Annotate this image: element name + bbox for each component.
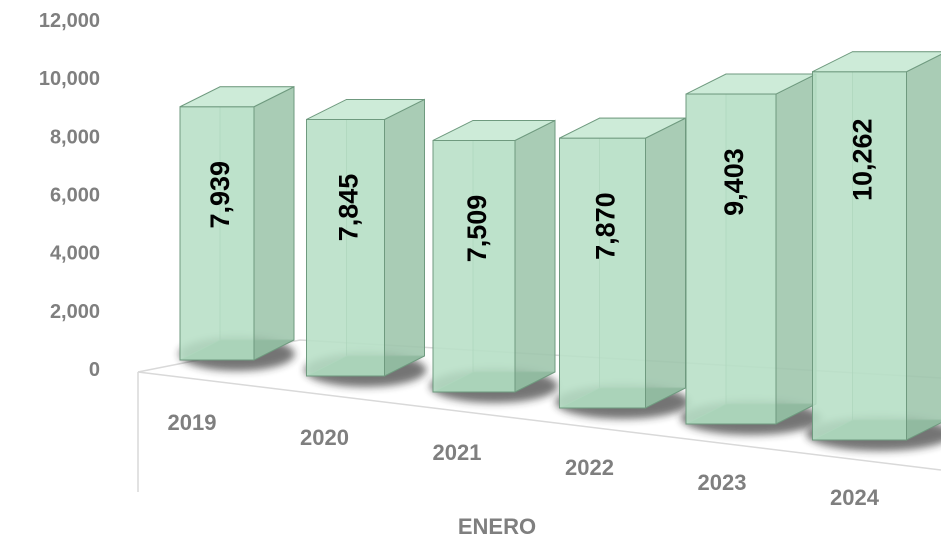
bar-top-face bbox=[812, 51, 941, 73]
x-tick-label: 2022 bbox=[565, 455, 614, 480]
bar-front-face bbox=[812, 71, 907, 441]
bar: 7,509 bbox=[430, 119, 558, 403]
bars: 7,939 7,845 7,509 7,870 9,403 10,262 bbox=[179, 51, 941, 451]
bar-value-label: 7,870 bbox=[591, 192, 621, 260]
bar-side-face bbox=[906, 53, 941, 441]
x-tick-label: 2023 bbox=[698, 470, 747, 495]
bar-value-label: 10,262 bbox=[848, 118, 878, 201]
bar-front-face bbox=[559, 137, 646, 409]
bar-top-face bbox=[432, 119, 556, 141]
bar: 7,845 bbox=[304, 98, 427, 387]
bar-value-label: 9,403 bbox=[719, 148, 749, 216]
y-tick-label: 6,000 bbox=[50, 185, 100, 207]
bar-front-face bbox=[306, 118, 385, 377]
x-axis-title: ENERO bbox=[458, 514, 536, 539]
y-tick-label: 2,000 bbox=[50, 301, 100, 323]
bar-side-face bbox=[253, 85, 295, 361]
x-tick-label: 2019 bbox=[168, 410, 217, 435]
bar-top-face bbox=[179, 86, 295, 108]
y-tick-label: 12,000 bbox=[39, 10, 100, 32]
bar: 9,403 bbox=[680, 73, 822, 435]
bar-side-face bbox=[775, 73, 817, 425]
bar-value-label: 7,509 bbox=[462, 195, 492, 263]
bar-front-face bbox=[685, 93, 777, 425]
x-tick-label: 2024 bbox=[830, 485, 880, 510]
x-tick-label: 2021 bbox=[433, 440, 482, 465]
y-tick-label: 0 bbox=[89, 359, 100, 381]
bar-value-label: 7,845 bbox=[334, 174, 364, 242]
bar: 7,939 bbox=[179, 85, 295, 371]
bar-front-face bbox=[179, 106, 255, 361]
bar-side-face bbox=[645, 117, 686, 409]
bar: 10,262 bbox=[806, 51, 941, 451]
x-tick-label: 2020 bbox=[300, 425, 349, 450]
bar: 7,870 bbox=[555, 117, 690, 419]
y-axis: 0 2,000 4,000 6,000 8,000 10,000 12,000 bbox=[39, 10, 100, 381]
x-axis: 2019 2020 2021 2022 2023 2024 bbox=[168, 410, 880, 510]
bar-side-face bbox=[384, 98, 425, 377]
bar-front-face bbox=[432, 139, 516, 393]
bar-value-label: 7,939 bbox=[205, 161, 235, 229]
y-tick-label: 8,000 bbox=[50, 126, 100, 148]
y-tick-label: 10,000 bbox=[39, 68, 100, 90]
bar-top-face bbox=[306, 98, 425, 120]
bar-side-face bbox=[514, 119, 556, 393]
y-tick-label: 4,000 bbox=[50, 243, 100, 265]
